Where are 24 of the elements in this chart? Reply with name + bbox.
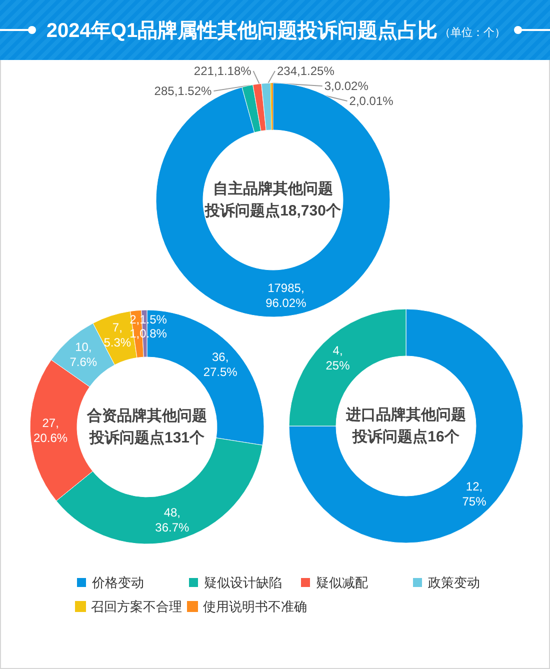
legend-label: 使用说明书不准确 — [203, 599, 307, 614]
legend-label: 疑似减配 — [316, 575, 368, 590]
legend-label: 疑似设计缺陷 — [204, 575, 282, 590]
data-label: 221,1.18% — [194, 64, 252, 78]
data-label: 12, 75% — [462, 480, 487, 509]
data-label: 27, 20.6% — [34, 416, 68, 445]
legend-label: 召回方案不合理 — [91, 599, 182, 614]
data-label: 4, 25% — [326, 343, 350, 372]
data-label: 285,1.52% — [154, 84, 212, 98]
data-label: 7, 5.3% — [104, 320, 132, 350]
data-label: 2,0.01% — [349, 94, 394, 108]
slice-label: 自主品牌其他问题投诉问题点18,730个 — [204, 180, 342, 220]
data-label: 10, 7.6% — [70, 340, 98, 369]
data-label: 36, 27.5% — [203, 350, 238, 379]
legend-label: 价格变动 — [91, 575, 144, 590]
slice-label: 合资品牌其他问题投诉问题点131个 — [86, 408, 207, 446]
chart-subtitle: （单位：个） — [440, 26, 506, 40]
data-label: 3,0.02% — [324, 79, 369, 93]
legend-label: 政策变动 — [428, 575, 480, 590]
slice-label: 进口品牌其他问题投诉问题点16个 — [345, 406, 466, 446]
chart-title: 2024年Q1品牌属性其他问题投诉问题点占比 — [46, 18, 438, 44]
data-label: 17985, 96.02% — [266, 281, 307, 310]
data-label: 234,1.25% — [277, 64, 335, 78]
data-label: 48, 36.7% — [155, 506, 190, 535]
